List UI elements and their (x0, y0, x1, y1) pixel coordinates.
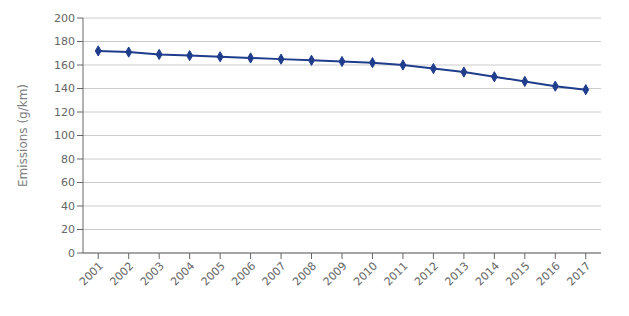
svg-text:100: 100 (54, 129, 75, 142)
svg-text:2004: 2004 (168, 259, 197, 288)
svg-text:2001: 2001 (77, 259, 106, 288)
svg-text:60: 60 (61, 176, 75, 189)
svg-text:2007: 2007 (260, 259, 289, 288)
svg-text:2015: 2015 (503, 259, 532, 288)
svg-text:2006: 2006 (229, 259, 258, 288)
svg-text:0: 0 (68, 247, 75, 260)
svg-text:140: 140 (54, 82, 75, 95)
svg-text:20: 20 (61, 223, 75, 236)
svg-text:80: 80 (61, 153, 75, 166)
svg-text:160: 160 (54, 59, 75, 72)
svg-text:2010: 2010 (351, 259, 380, 288)
svg-text:2011: 2011 (382, 259, 411, 288)
svg-text:2009: 2009 (321, 259, 350, 288)
svg-text:2005: 2005 (199, 259, 228, 288)
svg-text:40: 40 (61, 200, 75, 213)
svg-text:120: 120 (54, 106, 75, 119)
svg-text:2017: 2017 (564, 259, 593, 288)
svg-text:2008: 2008 (290, 259, 319, 288)
svg-text:2002: 2002 (107, 259, 136, 288)
svg-text:Emissions (g/km): Emissions (g/km) (16, 84, 30, 187)
svg-text:2012: 2012 (412, 259, 441, 288)
svg-text:2016: 2016 (534, 259, 563, 288)
svg-text:2013: 2013 (443, 259, 472, 288)
svg-text:2003: 2003 (138, 259, 167, 288)
svg-text:2014: 2014 (473, 259, 502, 288)
svg-text:200: 200 (54, 12, 75, 25)
svg-text:180: 180 (54, 35, 75, 48)
